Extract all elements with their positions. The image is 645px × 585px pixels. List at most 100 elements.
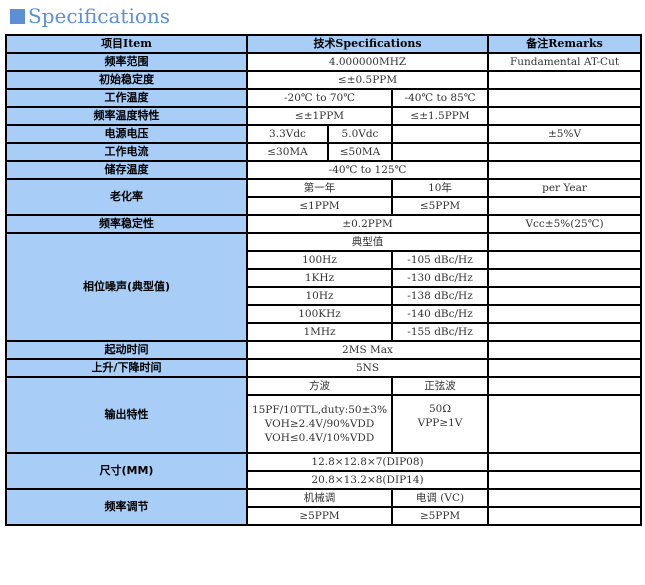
cell: ≤5PPM bbox=[390, 196, 490, 216]
section-title: Specifications bbox=[10, 3, 170, 29]
remark: per Year bbox=[487, 178, 643, 198]
cell: 方波 bbox=[246, 376, 393, 396]
table-row: 频率稳定性 ±0.2PPM Vcc±5%(25℃) bbox=[5, 214, 643, 234]
row-label: 上升/下降时间 bbox=[5, 358, 248, 378]
cell: ≤±0.5PPM bbox=[245, 70, 490, 90]
remark bbox=[487, 470, 643, 490]
sine-wave-spec: 50Ω VPP≥1V bbox=[390, 394, 490, 454]
table-row: 工作电流 ≤30MA ≤50MA bbox=[5, 142, 643, 162]
pn-freq: 1MHz bbox=[246, 322, 393, 342]
cell: 12.8×12.8×7(DIP08) bbox=[245, 452, 490, 472]
header-remarks: 备注Remarks bbox=[487, 34, 643, 54]
row-label: 频率范围 bbox=[5, 52, 248, 72]
pn-freq: 1KHz bbox=[246, 268, 393, 288]
table-row: 100KHz -140 dBc/Hz bbox=[6, 304, 643, 324]
remark bbox=[487, 506, 643, 526]
row-label: 输出特性 bbox=[5, 376, 248, 454]
cell: ≤50MA bbox=[327, 142, 393, 162]
table-row: 工作温度 -20℃ to 70℃ -40℃ to 85℃ bbox=[5, 88, 643, 108]
remark bbox=[487, 196, 643, 216]
row-label: 相位噪声(典型值) bbox=[5, 232, 248, 342]
title-text: Specifications bbox=[28, 4, 171, 28]
row-label: 工作电流 bbox=[5, 142, 248, 162]
cell: 3.3Vdc bbox=[246, 124, 329, 144]
row-label: 电源电压 bbox=[5, 124, 248, 144]
remark: ±5%V bbox=[487, 124, 643, 144]
table-row: 相位噪声(典型值) 典型值 bbox=[5, 232, 643, 342]
table-row: 输出特性 方波 正弦波 bbox=[5, 376, 643, 454]
remark bbox=[487, 232, 643, 252]
title-square-icon bbox=[10, 8, 25, 24]
cell: 正弦波 bbox=[390, 376, 490, 396]
remark bbox=[487, 160, 643, 180]
pn-value: -155 dBc/Hz bbox=[390, 322, 490, 342]
table-row: 15PF/10TTL,duty:50±3% VOH≥2.4V/90%VDD VOH≤… bbox=[6, 394, 643, 454]
table-row: 频率调节 机械调 电调 (VC) bbox=[5, 488, 643, 526]
cell: 2MS Max bbox=[245, 340, 490, 360]
remark bbox=[487, 322, 643, 342]
cell: ≥5PPM bbox=[246, 506, 393, 526]
cell: -40℃ to 85℃ bbox=[390, 88, 490, 108]
spec-line: 50Ω bbox=[428, 403, 452, 415]
remark bbox=[487, 250, 643, 270]
remark bbox=[487, 394, 643, 454]
remark bbox=[487, 70, 643, 90]
table-row: 初始稳定度 ≤±0.5PPM bbox=[5, 70, 643, 90]
table-row: 尺寸(MM) 12.8×12.8×7(DIP08) bbox=[5, 452, 643, 490]
remark bbox=[487, 268, 643, 288]
cell: -20℃ to 70℃ bbox=[246, 88, 393, 108]
cell: ≤1PPM bbox=[246, 196, 393, 216]
remark: Vcc±5%(25℃) bbox=[487, 214, 643, 234]
cell: 4.000000MHZ bbox=[245, 52, 490, 72]
cell: ≥5PPM bbox=[390, 506, 490, 526]
table-row: 1KHz -130 dBc/Hz bbox=[6, 268, 643, 288]
spec-line: 15PF/10TTL,duty:50±3% bbox=[251, 404, 388, 416]
pn-value: -130 dBc/Hz bbox=[390, 268, 490, 288]
table-row: 老化率 第一年 10年 per Year bbox=[5, 178, 643, 216]
remark bbox=[487, 106, 643, 126]
cell: ≤±1PPM bbox=[246, 106, 393, 126]
table-row: 频率范围 4.000000MHZ Fundamental AT-Cut bbox=[5, 52, 643, 72]
table-row: 100Hz -105 dBc/Hz bbox=[6, 250, 643, 270]
square-wave-spec: 15PF/10TTL,duty:50±3% VOH≥2.4V/90%VDD VOH≤… bbox=[246, 394, 393, 454]
cell: 5.0Vdc bbox=[327, 124, 393, 144]
cell bbox=[390, 124, 490, 144]
remark bbox=[487, 286, 643, 306]
table-row: 频率温度特性 ≤±1PPM ≤±1.5PPM bbox=[5, 106, 643, 126]
table-row: 10Hz -138 dBc/Hz bbox=[6, 286, 643, 306]
remark bbox=[487, 304, 643, 324]
spec-line: VOH≤0.4V/10%VDD bbox=[264, 432, 375, 444]
remark bbox=[487, 488, 643, 508]
header-spec: 技术Specifications bbox=[245, 34, 490, 54]
cell: 第一年 bbox=[246, 178, 393, 198]
cell bbox=[390, 142, 490, 162]
remark: Fundamental AT-Cut bbox=[487, 52, 643, 72]
cell: ≤±1.5PPM bbox=[390, 106, 490, 126]
table-row: 1MHz -155 dBc/Hz bbox=[6, 322, 643, 342]
pn-value: -138 dBc/Hz bbox=[390, 286, 490, 306]
pn-value: -105 dBc/Hz bbox=[390, 250, 490, 270]
cell: ≤30MA bbox=[246, 142, 329, 162]
cell: 机械调 bbox=[246, 488, 393, 508]
pn-freq: 100Hz bbox=[246, 250, 393, 270]
row-label: 初始稳定度 bbox=[5, 70, 248, 90]
spec-line: VOH≥2.4V/90%VDD bbox=[264, 418, 375, 430]
pn-value: -140 dBc/Hz bbox=[390, 304, 490, 324]
pn-freq: 10Hz bbox=[246, 286, 393, 306]
header-row: 项目Item 技术Specifications 备注Remarks bbox=[5, 34, 643, 54]
spec-line: VPP≥1V bbox=[417, 417, 463, 429]
cell: 5NS bbox=[245, 358, 490, 378]
table-row: 起动时间 2MS Max bbox=[5, 340, 643, 360]
remark bbox=[487, 142, 643, 162]
remark bbox=[487, 88, 643, 108]
remark bbox=[487, 376, 643, 396]
row-label: 起动时间 bbox=[5, 340, 248, 360]
cell: 典型值 bbox=[245, 232, 490, 252]
remark bbox=[487, 452, 643, 472]
table-row: 储存温度 -40℃ to 125℃ bbox=[5, 160, 643, 180]
table-row: ≥5PPM ≥5PPM bbox=[6, 506, 643, 526]
table-row: 上升/下降时间 5NS bbox=[5, 358, 643, 378]
pn-freq: 100KHz bbox=[246, 304, 393, 324]
row-label: 工作温度 bbox=[5, 88, 248, 108]
header-item: 项目Item bbox=[5, 34, 248, 54]
